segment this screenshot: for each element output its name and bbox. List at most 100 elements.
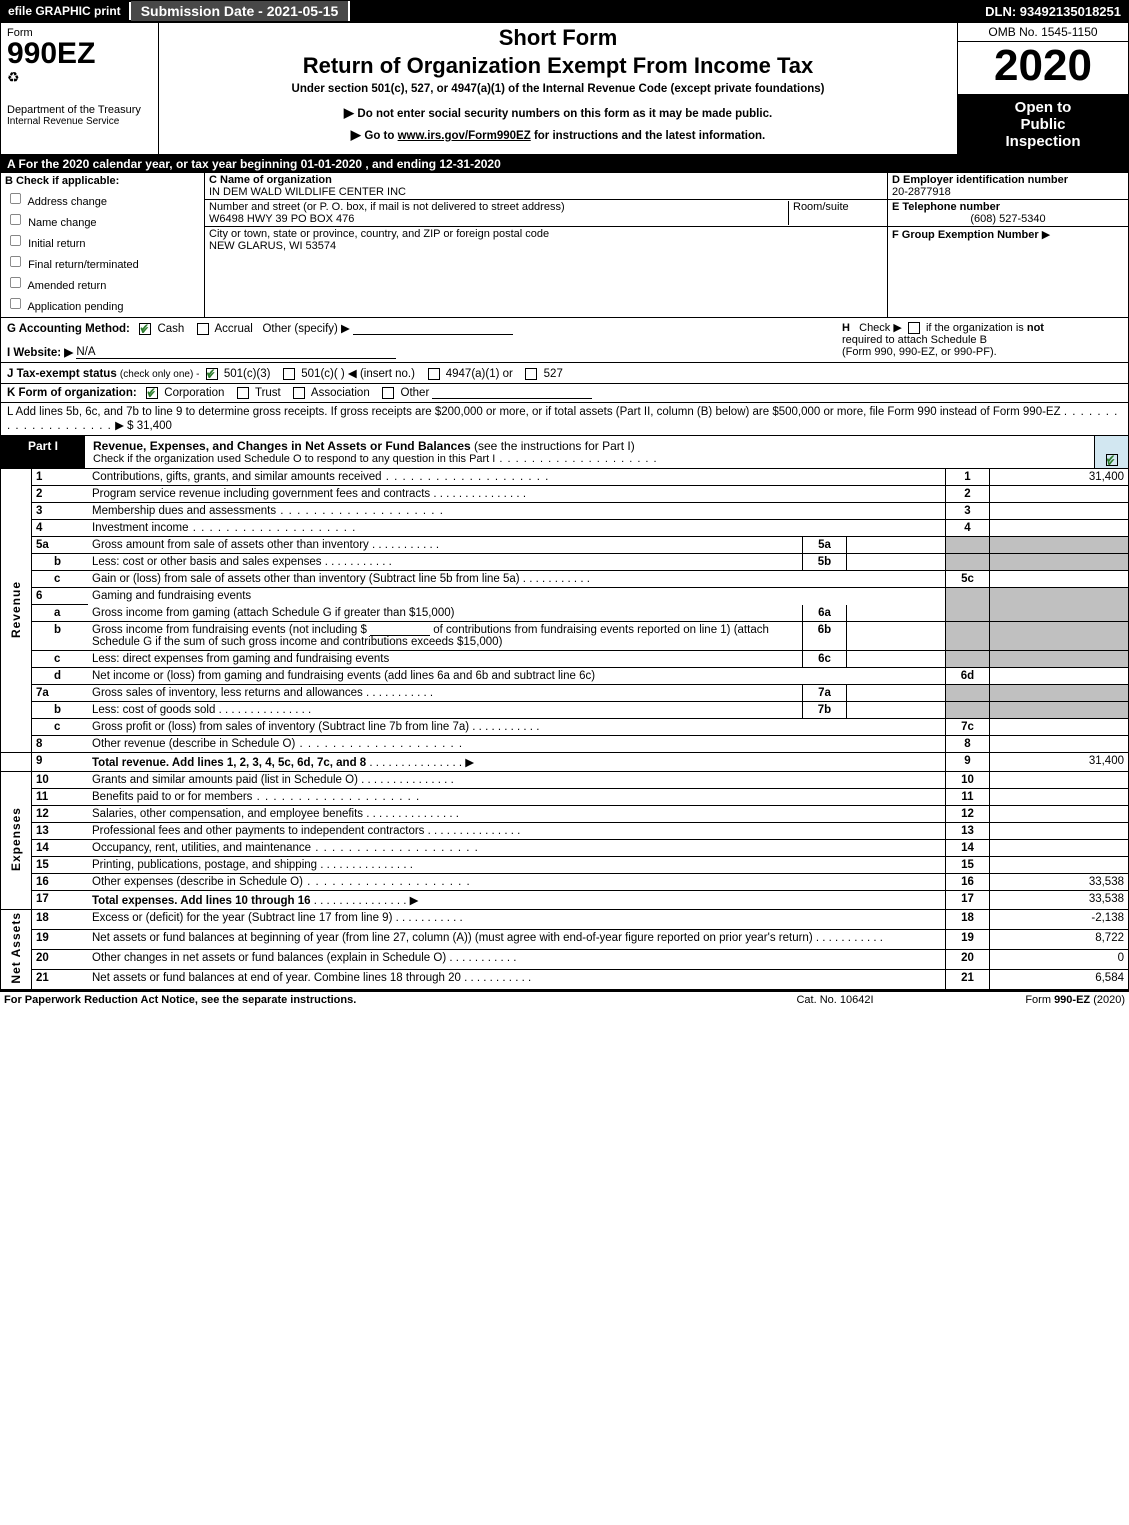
recycle-icon: ♻ [7, 69, 152, 86]
desc: Program service revenue including govern… [88, 486, 946, 503]
line-6a: a Gross income from gaming (attach Sched… [1, 605, 1128, 622]
refnum: 1 [946, 469, 990, 486]
amount-shade [990, 588, 1129, 605]
amount: 0 [990, 949, 1129, 969]
line-15: 15 Printing, publications, postage, and … [1, 857, 1128, 874]
chk-501c3[interactable] [206, 368, 218, 380]
goto-line: ▶ Go to www.irs.gov/Form990EZ for instru… [165, 127, 951, 143]
line-21: 21 Net assets or fund balances at end of… [1, 969, 1128, 989]
line-8: 8 Other revenue (describe in Schedule O)… [1, 736, 1128, 753]
line-5a: 5a Gross amount from sale of assets othe… [1, 537, 1128, 554]
chk-name-change[interactable]: Name change [5, 210, 200, 229]
k-corp: Corporation [164, 387, 224, 399]
chk-application-pending[interactable]: Application pending [5, 294, 200, 313]
box-e: E Telephone number (608) 527-5340 [888, 200, 1128, 227]
lnum: 20 [32, 949, 89, 969]
sub-val [847, 685, 946, 702]
amount-shade [990, 685, 1129, 702]
phone-value: (608) 527-5340 [892, 213, 1124, 225]
desc: Benefits paid to or for members [88, 789, 946, 806]
lnum: 17 [32, 891, 89, 910]
desc: Total revenue. Add lines 1, 2, 3, 4, 5c,… [88, 753, 946, 772]
instructions-link[interactable]: www.irs.gov/Form990EZ [398, 130, 531, 142]
chk-not-required[interactable] [908, 322, 920, 334]
short-form-title: Short Form [165, 25, 951, 51]
desc: Net income or (loss) from gaming and fun… [88, 668, 946, 685]
line-18: Net Assets 18 Excess or (deficit) for th… [1, 910, 1128, 930]
box-j-small: (check only one) - [120, 369, 199, 380]
form-version: Form 990-EZ (2020) [945, 994, 1125, 1006]
sub-ref: 6a [803, 605, 847, 622]
refnum-shade [946, 554, 990, 571]
k-other-field[interactable] [432, 398, 592, 399]
chk-corporation[interactable] [146, 387, 158, 399]
city-label: City or town, state or province, country… [209, 228, 883, 240]
amount [990, 520, 1129, 537]
irs-label: Internal Revenue Service [7, 116, 152, 127]
amount [990, 789, 1129, 806]
box-g-label: G Accounting Method: [7, 323, 130, 335]
refnum-shade [946, 685, 990, 702]
box-h: H Check ▶ if the organization is not req… [832, 321, 1122, 359]
desc: Less: cost of goods sold [88, 702, 803, 719]
line-2: 2 Program service revenue including gove… [1, 486, 1128, 503]
chk-trust[interactable] [237, 387, 249, 399]
desc: Gain or (loss) from sale of assets other… [88, 571, 946, 588]
line-7c: c Gross profit or (loss) from sales of i… [1, 719, 1128, 736]
revenue-label: Revenue [1, 469, 32, 753]
lnum: 12 [32, 806, 89, 823]
chk-schedule-o[interactable] [1106, 454, 1118, 466]
part1-schedule-o-check[interactable] [1094, 436, 1128, 468]
refnum: 12 [946, 806, 990, 823]
refnum: 6d [946, 668, 990, 685]
chk-cash[interactable] [139, 323, 151, 335]
line-5b: b Less: cost or other basis and sales ex… [1, 554, 1128, 571]
box-j: J Tax-exempt status (check only one) - 5… [1, 363, 1128, 384]
desc: Excess or (deficit) for the year (Subtra… [88, 910, 946, 930]
amount [990, 806, 1129, 823]
refnum: 5c [946, 571, 990, 588]
ein-value: 20-2877918 [892, 186, 1124, 198]
j-501c3: 501(c)(3) [224, 368, 271, 380]
chk-501c[interactable] [283, 368, 295, 380]
part1-header: Part I Revenue, Expenses, and Changes in… [1, 436, 1128, 469]
part1-sub: Check if the organization used Schedule … [93, 453, 1086, 465]
chk-address-change[interactable]: Address change [5, 189, 200, 208]
desc: Gaming and fundraising events [88, 588, 946, 605]
tax-period-strip: A For the 2020 calendar year, or tax yea… [1, 155, 1128, 173]
chk-accrual[interactable] [197, 323, 209, 335]
org-name: IN DEM WALD WILDLIFE CENTER INC [209, 186, 883, 198]
part1-tab: Part I [1, 436, 85, 468]
lnum: 18 [32, 910, 89, 930]
chk-other-org[interactable] [382, 387, 394, 399]
sub-ref: 5b [803, 554, 847, 571]
desc: Gross profit or (loss) from sales of inv… [88, 719, 946, 736]
info-grid: B Check if applicable: Address change Na… [1, 173, 1128, 318]
other-specify-field[interactable] [353, 334, 513, 335]
chk-initial-return[interactable]: Initial return [5, 231, 200, 250]
refnum-shade [946, 622, 990, 651]
chk-527[interactable] [525, 368, 537, 380]
j-insert: ◀ (insert no.) [348, 368, 415, 380]
city-value: NEW GLARUS, WI 53574 [209, 240, 883, 252]
chk-4947[interactable] [428, 368, 440, 380]
chk-final-return[interactable]: Final return/terminated [5, 252, 200, 271]
box-l-text: L Add lines 5b, 6c, and 7b to line 9 to … [7, 406, 1061, 418]
chk-association[interactable] [293, 387, 305, 399]
chk-amended-return[interactable]: Amended return [5, 273, 200, 292]
box-f: F Group Exemption Number ▶ [888, 227, 1128, 317]
refnum: 11 [946, 789, 990, 806]
lnum: 1 [32, 469, 89, 486]
sub-ref: 6c [803, 651, 847, 668]
address-cell: Number and street (or P. O. box, if mail… [205, 200, 887, 227]
box-h-label: H [842, 322, 850, 334]
desc: Other changes in net assets or fund bala… [88, 949, 946, 969]
efile-print-button[interactable]: efile GRAPHIC print [0, 2, 131, 20]
refnum: 15 [946, 857, 990, 874]
desc: Membership dues and assessments [88, 503, 946, 520]
line-6: 6 Gaming and fundraising events [1, 588, 1128, 605]
refnum: 17 [946, 891, 990, 910]
amount [990, 719, 1129, 736]
box-l: L Add lines 5b, 6c, and 7b to line 9 to … [1, 403, 1128, 436]
lnum: 4 [32, 520, 89, 537]
